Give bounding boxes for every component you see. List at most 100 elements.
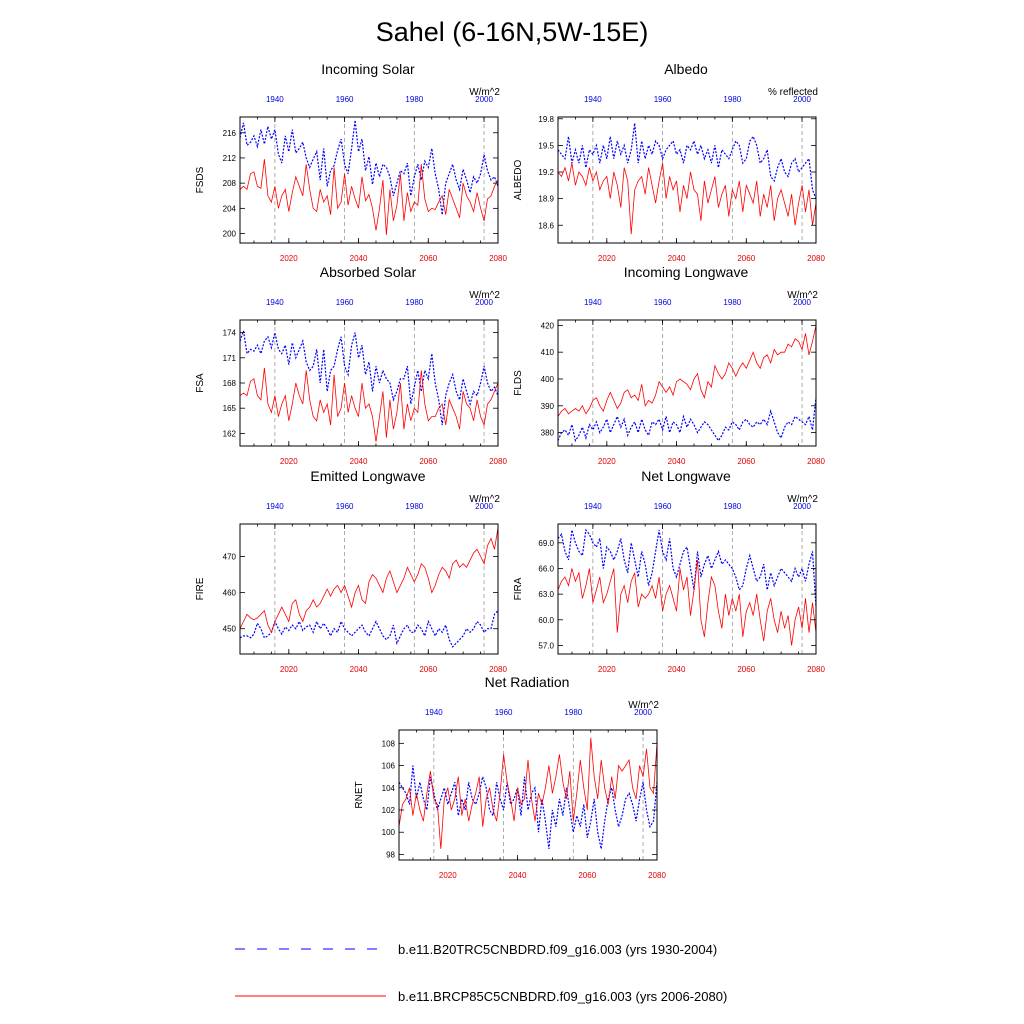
series-historical-line [557, 123, 817, 199]
series-rcp85-line [557, 559, 817, 646]
y-tick-label: 162 [223, 429, 237, 438]
y-tick-label: 60.0 [538, 616, 554, 625]
y-tick-label: 450 [223, 625, 237, 634]
legend-label-historical: b.e11.B20TRC5CNBDRD.f09_g16.003 (yrs 193… [398, 942, 717, 957]
x-top-tick-label: 2000 [634, 708, 652, 717]
y-tick-label: 69.0 [538, 539, 554, 548]
x-top-tick-label: 1940 [584, 298, 602, 307]
panels: Incoming Solar W/m^2 FSDS 200 204 208 212 216 20… [195, 61, 825, 880]
series-rcp85-line [239, 527, 499, 634]
x-top-tick-label: 2000 [793, 298, 811, 307]
x-bottom-tick-label: 2020 [280, 665, 298, 674]
x-bottom-tick-label: 2060 [578, 871, 596, 880]
y-axis-label: FSA [195, 373, 206, 393]
y-tick-label: 216 [223, 129, 237, 138]
x-bottom-tick-label: 2020 [598, 665, 616, 674]
x-bottom-tick-label: 2020 [439, 871, 457, 880]
x-top-tick-label: 1960 [336, 95, 354, 104]
y-tick-label: 57.0 [538, 641, 554, 650]
y-tick-label: 19.8 [538, 115, 554, 124]
x-bottom-tick-label: 2040 [350, 254, 368, 263]
panel-fira: Net Longwave W/m^2 FIRA 57.0 60.0 63.0 66.0 69.… [513, 468, 825, 674]
y-tick-label: 204 [223, 204, 237, 213]
y-tick-label: 18.6 [538, 221, 554, 230]
series-rcp85-line [239, 367, 499, 442]
x-top-tick-label: 2000 [793, 95, 811, 104]
x-bottom-tick-label: 2080 [807, 457, 825, 466]
y-tick-label: 390 [541, 402, 555, 411]
x-bottom-tick-label: 2080 [807, 665, 825, 674]
legend: b.e11.B20TRC5CNBDRD.f09_g16.003 (yrs 193… [235, 942, 727, 1004]
x-top-tick-label: 1940 [584, 95, 602, 104]
x-top-tick-label: 1980 [405, 95, 423, 104]
panel-title: Net Radiation [485, 674, 570, 690]
x-top-tick-label: 1940 [425, 708, 443, 717]
x-top-tick-label: 1940 [266, 95, 284, 104]
y-tick-label: 106 [382, 762, 396, 771]
x-top-tick-label: 2000 [793, 502, 811, 511]
x-bottom-tick-label: 2020 [598, 457, 616, 466]
y-tick-label: 165 [223, 404, 237, 413]
x-bottom-tick-label: 2040 [509, 871, 527, 880]
x-bottom-tick-label: 2060 [737, 457, 755, 466]
x-top-tick-label: 1980 [723, 298, 741, 307]
x-top-tick-label: 1980 [564, 708, 582, 717]
x-top-tick-label: 1960 [336, 298, 354, 307]
series-historical-line [557, 528, 817, 608]
series-rcp85-line [398, 737, 658, 849]
y-tick-label: 63.0 [538, 590, 554, 599]
units-label: W/m^2 [628, 700, 659, 711]
x-bottom-tick-label: 2060 [419, 665, 437, 674]
series-historical-line [557, 397, 817, 443]
x-bottom-tick-label: 2060 [737, 254, 755, 263]
x-bottom-tick-label: 2040 [350, 457, 368, 466]
y-tick-label: 98 [386, 850, 395, 859]
plot-frame [557, 116, 817, 244]
plot-frame [239, 523, 499, 655]
x-top-tick-label: 2000 [475, 502, 493, 511]
plot-frame [398, 729, 658, 861]
x-top-tick-label: 1980 [405, 502, 423, 511]
y-tick-label: 420 [541, 321, 555, 330]
units-label: W/m^2 [787, 494, 818, 505]
y-tick-label: 100 [382, 828, 396, 837]
y-tick-label: 168 [223, 379, 237, 388]
series-historical-line [239, 330, 499, 426]
x-bottom-tick-label: 2020 [280, 254, 298, 263]
series-historical-line [239, 610, 499, 648]
series-historical-line [239, 120, 499, 215]
x-top-tick-label: 2000 [475, 298, 493, 307]
legend-label-rcp85: b.e11.BRCP85C5CNBDRD.f09_g16.003 (yrs 20… [398, 989, 727, 1004]
x-bottom-tick-label: 2080 [489, 457, 507, 466]
x-top-tick-label: 1940 [584, 502, 602, 511]
x-bottom-tick-label: 2060 [737, 665, 755, 674]
units-label: W/m^2 [787, 290, 818, 301]
x-bottom-tick-label: 2020 [598, 254, 616, 263]
x-top-tick-label: 1960 [654, 502, 672, 511]
y-axis-label: FIRA [513, 577, 524, 600]
x-bottom-tick-label: 2040 [668, 254, 686, 263]
x-bottom-tick-label: 2080 [807, 254, 825, 263]
series-rcp85-line [239, 159, 499, 235]
x-bottom-tick-label: 2060 [419, 457, 437, 466]
y-tick-label: 174 [223, 329, 237, 338]
y-tick-label: 104 [382, 784, 396, 793]
panel-fsds: Incoming Solar W/m^2 FSDS 200 204 208 212 216 20… [195, 61, 507, 263]
series-historical-line [398, 765, 658, 850]
x-top-tick-label: 1980 [405, 298, 423, 307]
y-axis-label: FSDS [195, 166, 206, 193]
y-axis-label: FLDS [513, 370, 524, 396]
x-bottom-tick-label: 2080 [489, 665, 507, 674]
y-tick-label: 19.5 [538, 141, 554, 150]
y-tick-label: 380 [541, 429, 555, 438]
plot-frame [557, 523, 817, 655]
x-bottom-tick-label: 2080 [648, 871, 666, 880]
panel-albedo: Albedo % reflected ALBEDO 18.6 18.9 19.2 19.5 1… [513, 61, 825, 263]
x-top-tick-label: 1960 [654, 298, 672, 307]
plot-frame [239, 116, 499, 244]
x-top-tick-label: 1940 [266, 298, 284, 307]
y-axis-label: ALBEDO [513, 159, 524, 200]
series-rcp85-line [557, 325, 817, 417]
x-top-tick-label: 1980 [723, 502, 741, 511]
y-tick-label: 19.2 [538, 168, 554, 177]
